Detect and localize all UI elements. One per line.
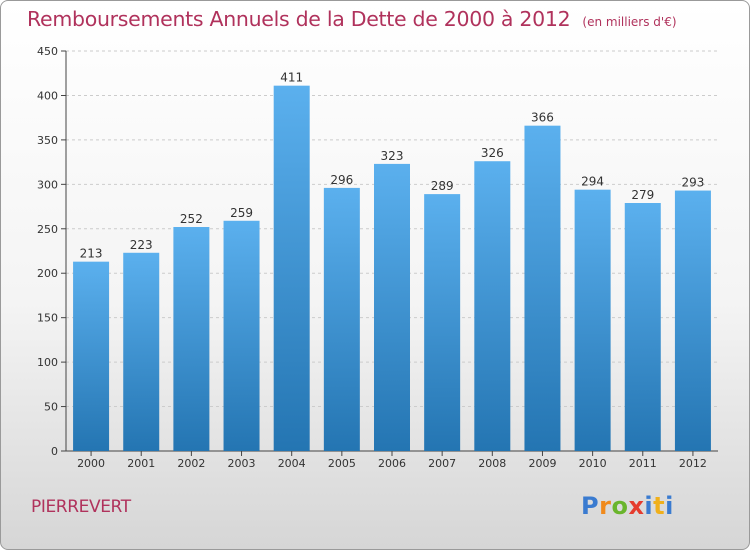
logo-letter: i [644,492,654,520]
bar-2012[interactable] [674,190,711,452]
x-tick-label-2005: 2005 [328,457,356,470]
logo-letter: o [611,492,629,520]
y-tick-label: 350 [37,134,58,147]
logo-letter: t [653,492,666,520]
proxiti-logo[interactable]: Proxiti [581,492,674,520]
data-label-2012: 293 [681,176,704,190]
bar-2003[interactable] [223,220,260,451]
x-tick-label-2010: 2010 [579,457,607,470]
bar-2011[interactable] [624,203,661,451]
y-tick-labels: 0 50 100 150 200 250 300 350 400 450 [37,45,58,458]
y-tick-label: 450 [37,45,58,58]
y-tick-label: 0 [51,445,58,458]
bar-2005[interactable] [323,187,360,451]
data-label-2008: 326 [481,146,504,160]
logo-letter: r [599,492,612,520]
bar-2002[interactable] [173,227,210,451]
data-label-2003: 259 [230,206,253,220]
x-tick-label-2009: 2009 [528,457,556,470]
bar-2007[interactable] [424,194,461,451]
chart-subtitle: (en milliers d'€) [582,15,677,29]
x-tick-label-2002: 2002 [177,457,205,470]
x-tick-label-2007: 2007 [428,457,456,470]
bars [73,85,711,452]
data-label-2005: 296 [330,173,353,187]
x-tick-label-2008: 2008 [478,457,506,470]
bar-2006[interactable] [374,163,410,451]
x-tick-label-2001: 2001 [127,457,155,470]
bar-2004[interactable] [273,85,310,452]
y-tick-label: 50 [44,401,58,414]
y-tick-label: 150 [37,312,58,325]
data-label-2002: 252 [180,212,203,226]
logo-letter: x [628,492,645,520]
y-tick-label: 200 [37,267,58,280]
y-tick-label: 400 [37,89,58,102]
bar-2010[interactable] [574,189,611,451]
commune-name: PIERREVERT [31,497,131,517]
data-label-2000: 213 [80,247,103,261]
x-tick-labels: 2000 2001 2002 2003 2004 2005 2006 2007 2008 2009… [77,457,707,470]
y-tick-label: 300 [37,178,58,191]
data-label-2010: 294 [581,175,604,189]
bar-2000[interactable] [73,261,110,451]
x-tick-label-2012: 2012 [679,457,707,470]
data-label-2004: 411 [280,71,303,85]
data-label-2009: 366 [531,111,554,125]
chart-title: Remboursements Annuels de la Dette de 20… [27,7,677,31]
logo-letter: i [665,492,674,520]
x-tick-label-2003: 2003 [228,457,256,470]
bar-2008[interactable] [474,161,511,451]
data-label-2001: 223 [130,238,153,252]
data-label-2007: 289 [431,179,454,193]
x-tick-label-2011: 2011 [629,457,657,470]
logo-letter: P [581,492,600,520]
data-label-2006: 323 [381,149,404,163]
x-tick-label-2006: 2006 [378,457,406,470]
bar-2001[interactable] [123,252,160,451]
y-tick-label: 250 [37,223,58,236]
y-tick-label: 100 [37,356,58,369]
x-tick-label-2004: 2004 [278,457,306,470]
chart-title-text: Remboursements Annuels de la Dette de 20… [27,7,571,31]
x-tick-label-2000: 2000 [77,457,105,470]
data-label-2011: 279 [631,188,654,202]
bar-2009[interactable] [524,125,561,452]
data-labels: 213 223 252 259 411 296 323 289 326 366 294 279 293 [80,71,705,261]
